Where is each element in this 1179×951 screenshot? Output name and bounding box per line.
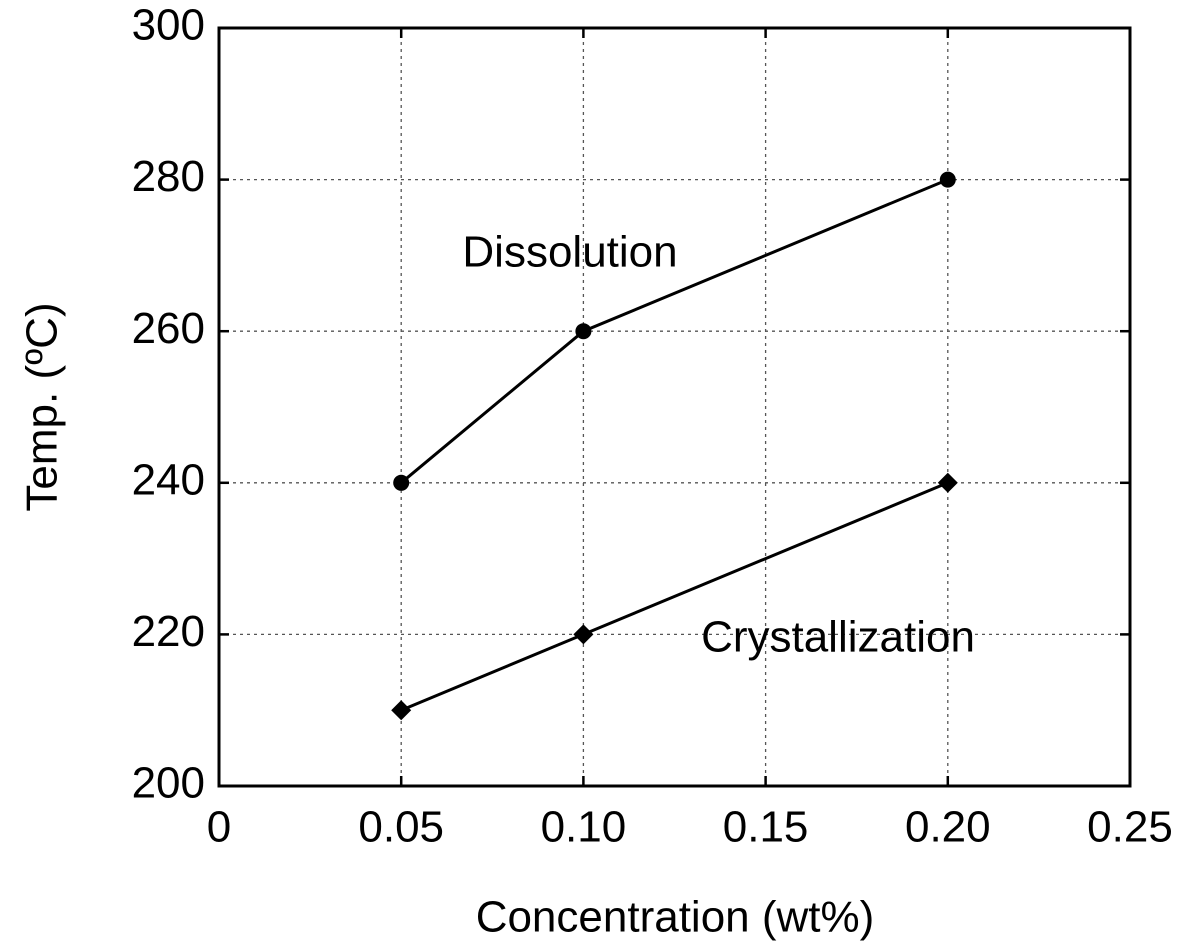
x-tick-label: 0.20	[905, 803, 991, 852]
y-tick-label: 260	[132, 304, 205, 353]
x-tick-label: 0.05	[358, 803, 444, 852]
y-tick-label: 300	[132, 1, 205, 50]
y-axis-title: Temp. (ºC)	[18, 302, 67, 511]
series-label: Dissolution	[462, 228, 677, 277]
x-tick-label: 0	[207, 803, 231, 852]
y-tick-label: 220	[132, 607, 205, 656]
y-tick-label: 200	[132, 759, 205, 808]
marker	[391, 700, 412, 721]
series-label: Crystallization	[701, 613, 975, 662]
plot-frame	[217, 26, 1132, 788]
y-tick-label: 280	[132, 152, 205, 201]
marker	[393, 474, 410, 491]
x-tick-label: 0.25	[1087, 803, 1173, 852]
x-axis-title: Concentration (wt%)	[476, 893, 875, 942]
x-tick-label: 0.15	[723, 803, 809, 852]
series-line	[400, 481, 949, 712]
marker	[937, 472, 958, 493]
x-tick-label: 0.10	[541, 803, 627, 852]
marker	[939, 171, 956, 188]
marker	[575, 323, 592, 340]
marker	[573, 624, 594, 645]
y-tick-label: 240	[132, 455, 205, 504]
